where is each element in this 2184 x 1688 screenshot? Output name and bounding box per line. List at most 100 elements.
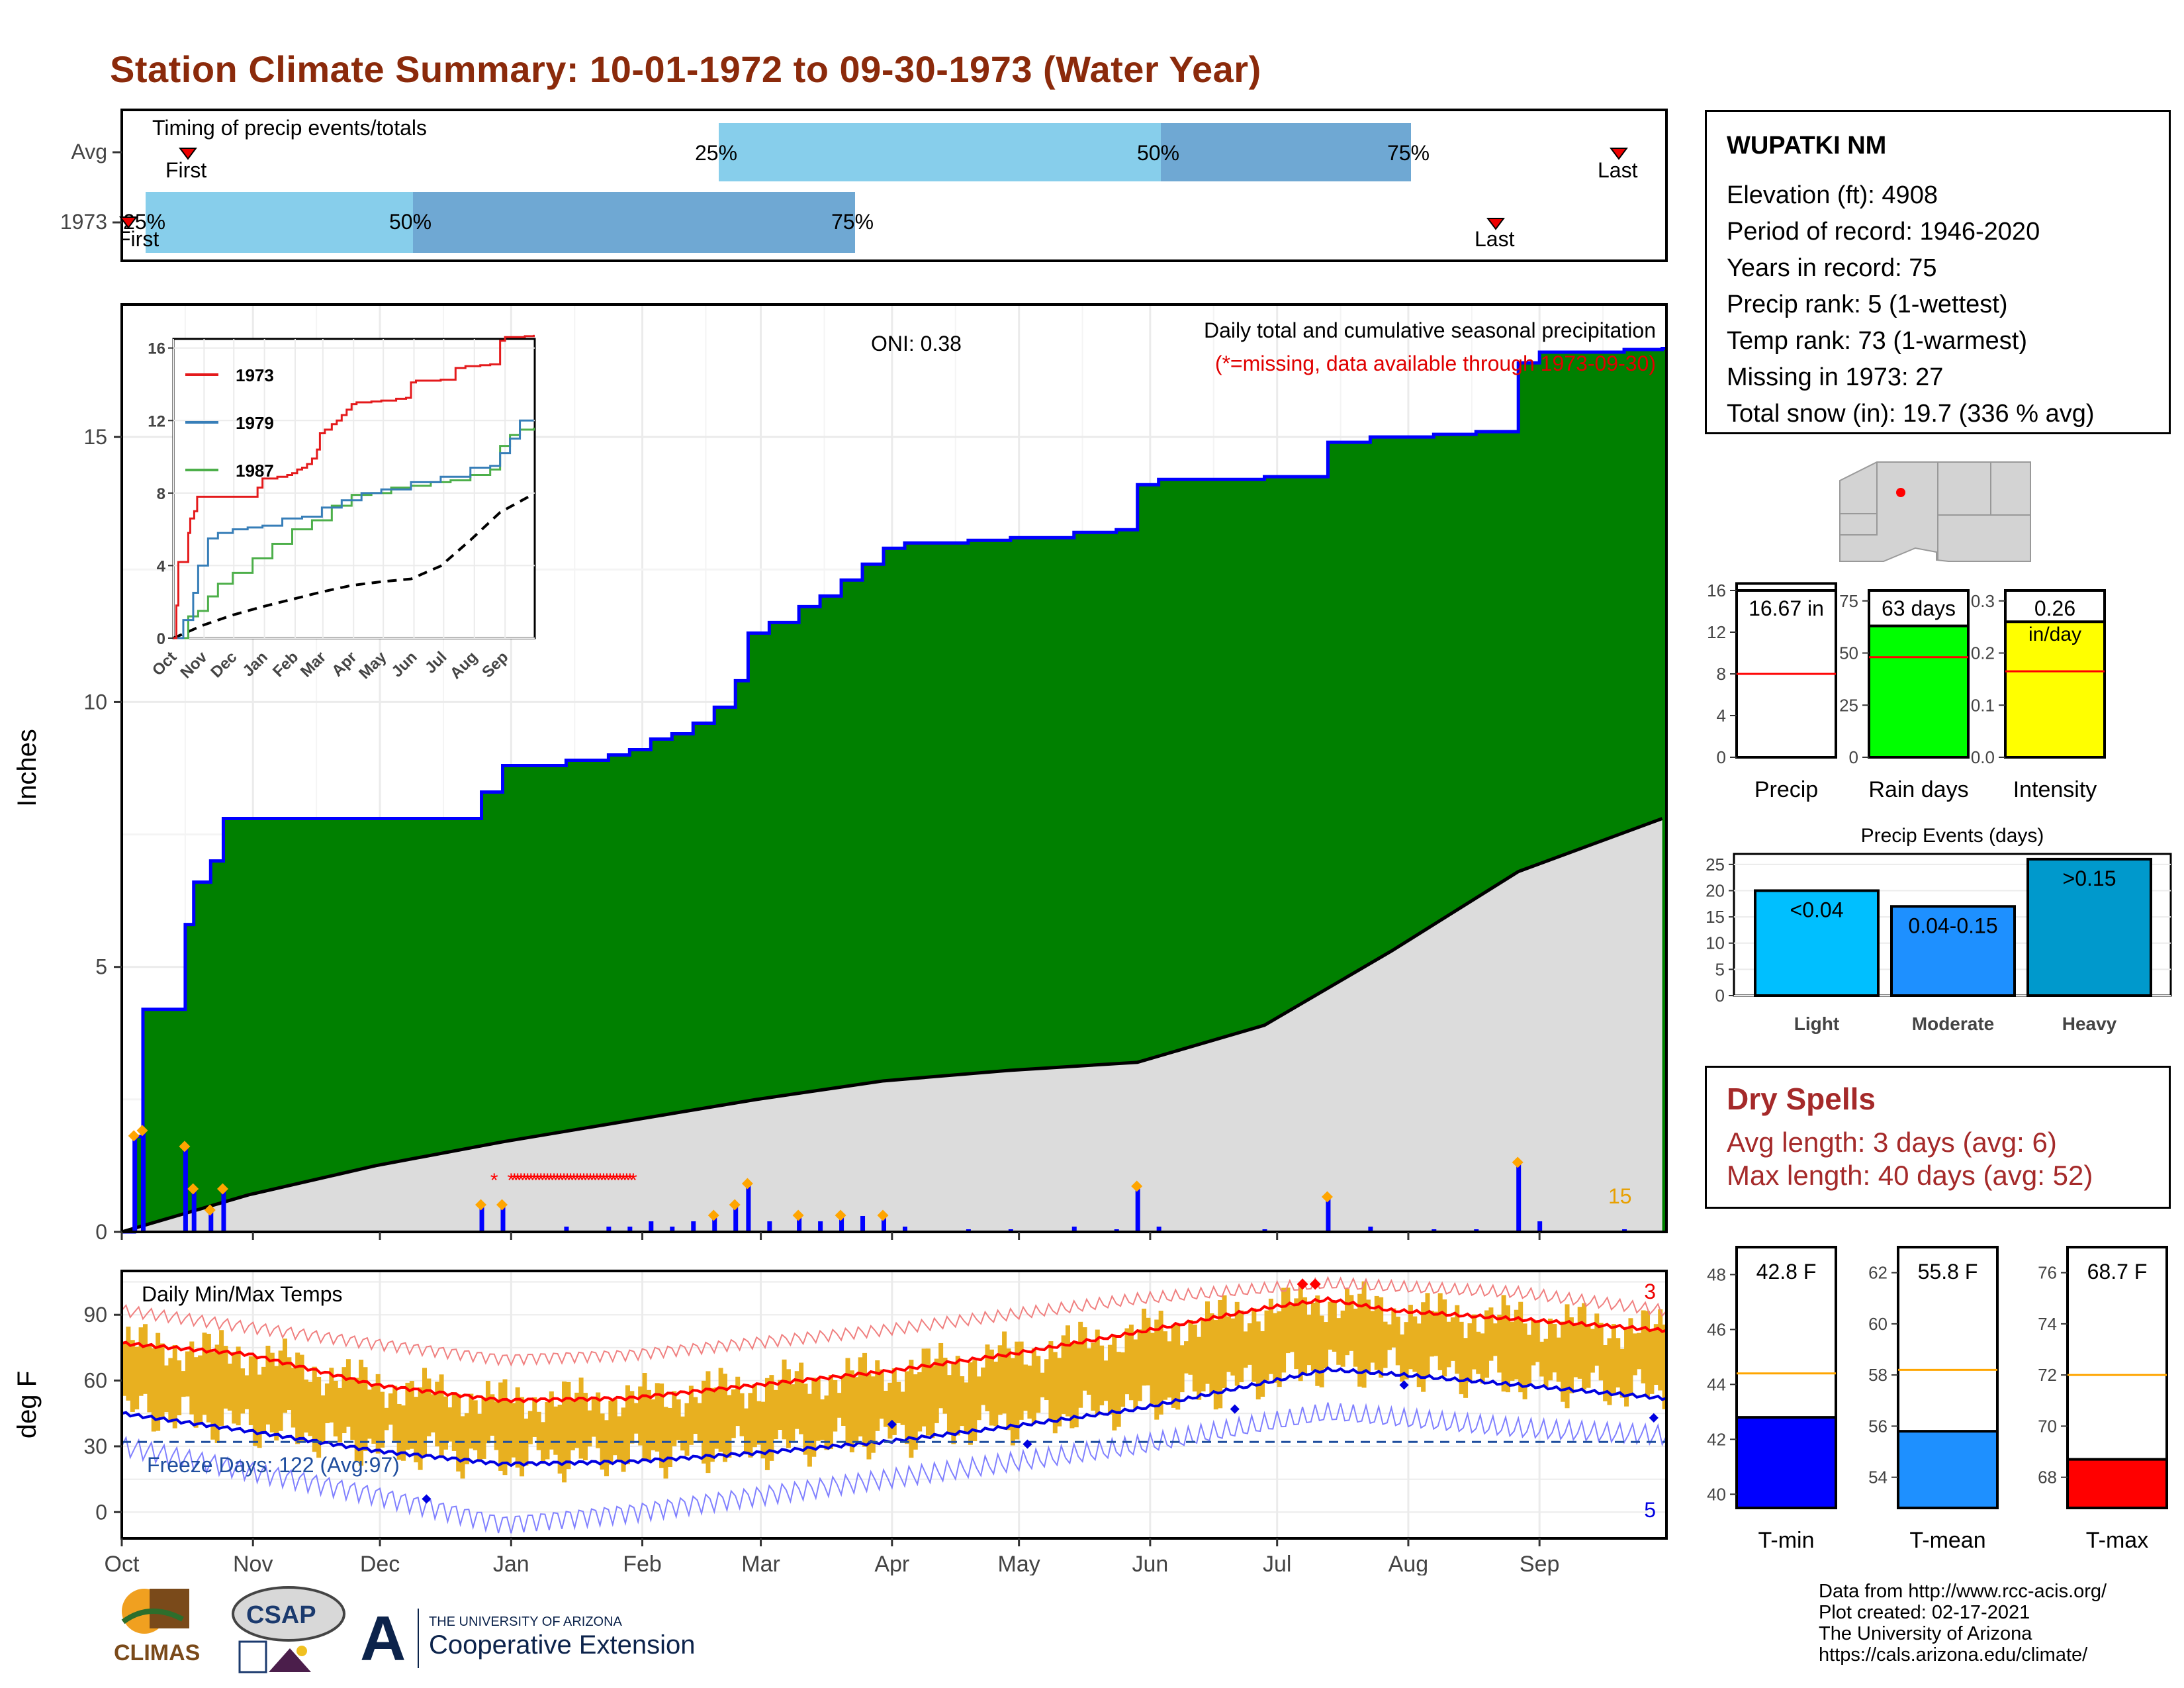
daily-temp-bar [341, 1367, 347, 1434]
daily-temp-bar [1294, 1298, 1299, 1370]
daily-temp-bar [405, 1382, 410, 1450]
daily-precip-bar [882, 1215, 887, 1232]
missing-star: * [619, 1170, 627, 1192]
daily-temp-bar [464, 1413, 469, 1465]
svg-text:10: 10 [1706, 933, 1725, 953]
precip-ytick: 5 [95, 955, 107, 979]
daily-temp-bar [1569, 1317, 1574, 1393]
daily-temp-bar [1603, 1344, 1608, 1401]
daily-temp-bar [338, 1387, 343, 1443]
svg-text:0.3: 0.3 [1971, 591, 1995, 611]
daily-temp-bar [702, 1380, 707, 1464]
daily-temp-bar [206, 1333, 211, 1423]
daily-precip-bar [902, 1226, 907, 1232]
daily-temp-bar [345, 1359, 351, 1427]
daily-temp-bar [278, 1350, 283, 1431]
timing-1973-q2 [413, 192, 855, 253]
daily-temp-bar [185, 1351, 190, 1397]
daily-temp-bar [439, 1374, 444, 1456]
daily-temp-bar [1471, 1314, 1477, 1370]
daily-temp-bar [1116, 1352, 1121, 1427]
daily-temp-bar [477, 1413, 482, 1461]
climas-logo: CLIMAS [114, 1589, 200, 1665]
ua-small-text: THE UNIVERSITY OF ARIZONA [429, 1615, 623, 1629]
daily-temp-bar [688, 1385, 694, 1445]
daily-temp-bar [447, 1407, 453, 1442]
avg-min-line [121, 1366, 1667, 1468]
daily-temp-bar [1416, 1323, 1422, 1387]
daily-temp-bar [219, 1330, 224, 1426]
daily-precip-bar [1432, 1229, 1437, 1232]
daily-temp-bar [621, 1407, 626, 1472]
daily-precip-bar [132, 1136, 138, 1232]
daily-temp-bar [1052, 1352, 1058, 1434]
university-of-arizona-logo: A THE UNIVERSITY OF ARIZONA Cooperative … [360, 1603, 695, 1674]
precip-ytick: 10 [83, 690, 107, 714]
daily-temp-bar [870, 1376, 876, 1453]
daily-temp-bar [1615, 1338, 1621, 1387]
svg-text:0: 0 [1849, 747, 1858, 767]
timing-avg-last: Last [1598, 158, 1638, 182]
svg-text:25: 25 [1706, 855, 1725, 874]
daily-temp-bar [718, 1368, 723, 1452]
daily-temp-bar [1255, 1321, 1261, 1400]
daily-temp-bar [1437, 1293, 1443, 1370]
daily-temp-bars [122, 1281, 1667, 1483]
daily-temp-bar [1273, 1313, 1278, 1383]
missing-star: * [593, 1170, 601, 1192]
daily-temp-bar [1128, 1325, 1134, 1401]
daily-temp-bar [1501, 1295, 1506, 1392]
daily-temp-bar [1260, 1331, 1265, 1397]
daily-temp-bar [299, 1354, 304, 1442]
daily-temp-bar [807, 1393, 812, 1467]
svg-text:70: 70 [2038, 1416, 2057, 1436]
daily-temp-bar [1514, 1309, 1519, 1380]
daily-temp-bar [401, 1405, 406, 1461]
daily-precip-bar [479, 1205, 484, 1232]
daily-temp-bar [1328, 1301, 1333, 1350]
missing-star: * [613, 1170, 621, 1192]
timing-avg-first: First [165, 158, 206, 182]
daily-temp-bar [198, 1355, 203, 1423]
station-precip-rank: Precip rank: 5 (1-wettest) [1727, 291, 2008, 318]
daily-temp-bar [739, 1393, 745, 1436]
daily-temp-bar [1365, 1299, 1371, 1372]
daily-temp-bar [1103, 1360, 1109, 1401]
missing-star: * [560, 1170, 568, 1192]
daily-temp-bar [527, 1411, 533, 1444]
freeze-days-label: Freeze Days: 122 (Avg:97) [147, 1453, 400, 1477]
credit-source: Data from http://www.rcc-acis.org/ [1819, 1581, 2107, 1602]
daily-temp-bar [955, 1356, 960, 1436]
svg-text:15: 15 [1706, 907, 1725, 927]
daily-temp-bar [324, 1383, 330, 1423]
ua-a-icon: A [360, 1603, 406, 1674]
month-tick: Jan [493, 1552, 529, 1575]
record-low-marker [1230, 1404, 1240, 1414]
daily-temp-bar [456, 1394, 461, 1472]
daily-temp-bar [938, 1342, 944, 1409]
daily-temp-bar [282, 1338, 287, 1413]
daily-temp-bar [1277, 1311, 1282, 1387]
daily-temp-bar [350, 1377, 355, 1440]
page-title: Station Climate Summary: 10-01-1972 to 0… [110, 48, 1261, 90]
daily-temp-bar [1467, 1323, 1473, 1383]
timing-avg-first-marker [179, 148, 197, 160]
svg-text:74: 74 [2038, 1314, 2057, 1334]
daily-temp-bar [727, 1395, 732, 1458]
svg-text:62: 62 [1868, 1263, 1888, 1283]
daily-temp-bar [824, 1395, 829, 1450]
daily-temp-bar [1450, 1317, 1455, 1361]
summary-bar-1 [1868, 624, 1970, 759]
daily-temp-bar [303, 1380, 308, 1433]
daily-temp-bar [566, 1382, 571, 1470]
svg-text:4: 4 [157, 557, 166, 575]
daily-temp-bar [667, 1407, 672, 1468]
daily-temp-bar [1319, 1315, 1324, 1387]
daily-precip-bar [191, 1189, 197, 1232]
daily-temp-bar [1395, 1317, 1400, 1366]
svg-text:48: 48 [1707, 1264, 1726, 1284]
daily-temp-bar [1137, 1329, 1142, 1401]
missing-note: (*=missing, data available through 1973-… [1215, 352, 1656, 375]
dry-spells-box: Dry Spells Avg length: 3 days (avg: 6) M… [1705, 1066, 2171, 1209]
daily-temp-bar [1306, 1315, 1312, 1366]
